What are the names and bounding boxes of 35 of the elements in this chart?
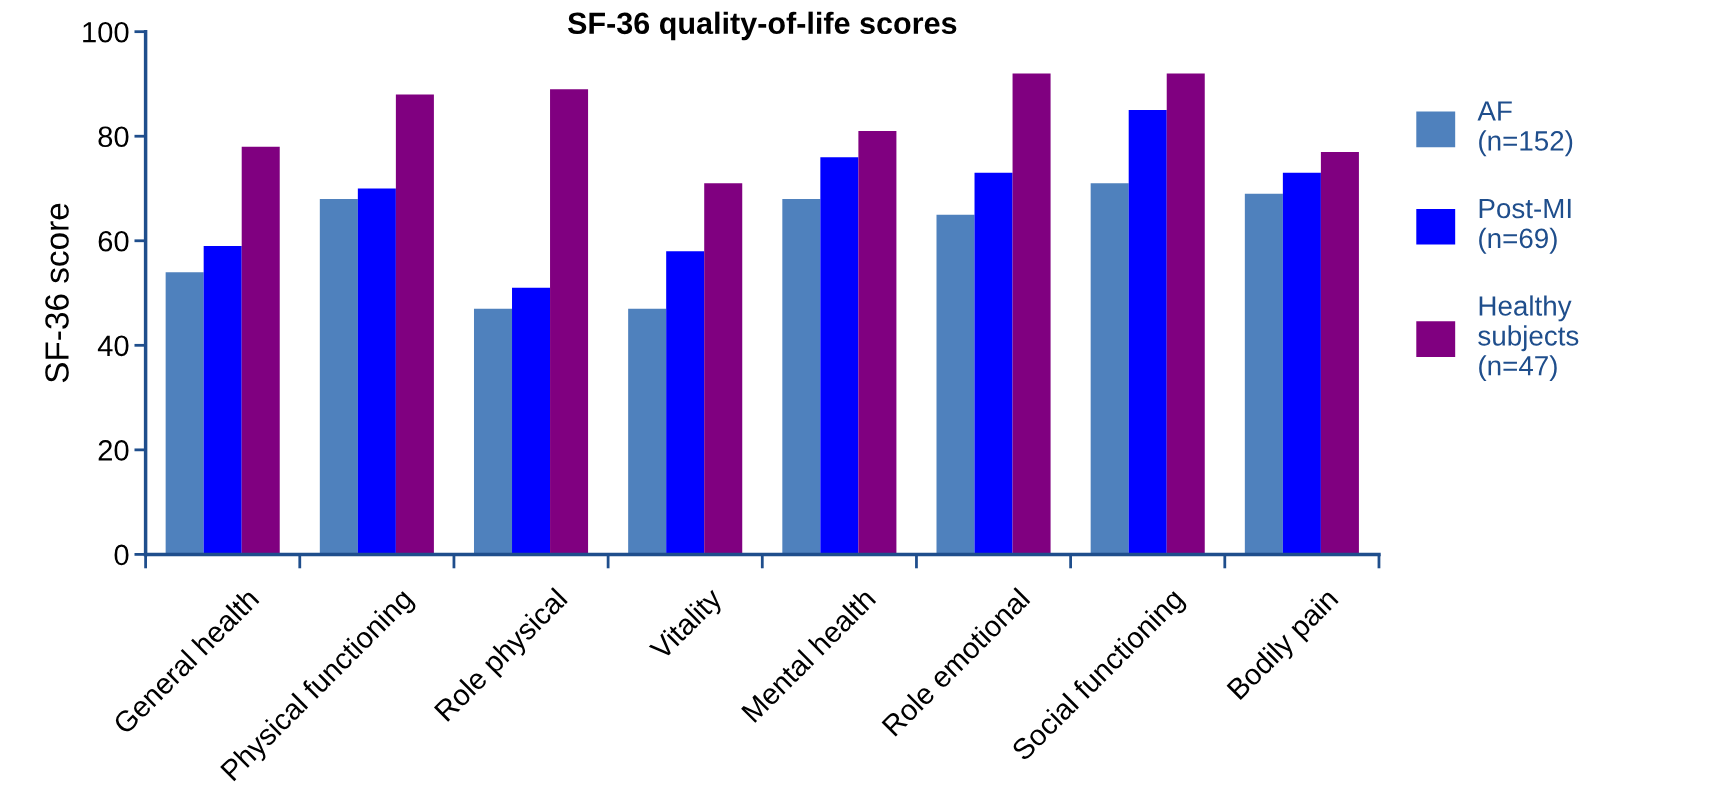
bar [1090, 183, 1129, 555]
legend-label: Healthy subjects (n=47) [1478, 295, 1579, 382]
legend-label: Post-MI (n=69) [1479, 198, 1571, 254]
y-tick-label: 40 [97, 335, 129, 357]
bar [1282, 172, 1321, 555]
y-axis-title: SF-36 score [45, 203, 69, 383]
bar [704, 183, 743, 555]
y-tick-label: 20 [98, 440, 129, 461]
bar [1012, 73, 1051, 555]
bar [550, 89, 589, 555]
bar [319, 198, 358, 555]
bar [666, 251, 705, 555]
y-tick-label: 100 [83, 21, 129, 43]
bar [1320, 151, 1359, 555]
bar [165, 272, 204, 555]
chart-title: SF-36 quality-of-life scores [567, 11, 957, 41]
bar [974, 172, 1013, 555]
bar [1128, 110, 1167, 555]
bar [357, 188, 396, 555]
bar [473, 308, 513, 555]
bar [820, 157, 859, 555]
bar [241, 146, 280, 555]
bar [512, 287, 551, 555]
bar [203, 246, 242, 555]
bar [782, 198, 821, 555]
legend-label: AF (n=152) [1477, 101, 1573, 157]
y-tick-label: 0 [114, 544, 129, 566]
bar [1244, 193, 1283, 555]
bar [628, 308, 667, 555]
bar [395, 94, 434, 555]
y-tick-label: 60 [98, 230, 129, 252]
bar [936, 214, 975, 555]
bar [1166, 73, 1205, 555]
y-tick-label: 80 [98, 126, 129, 148]
bar [858, 131, 897, 555]
